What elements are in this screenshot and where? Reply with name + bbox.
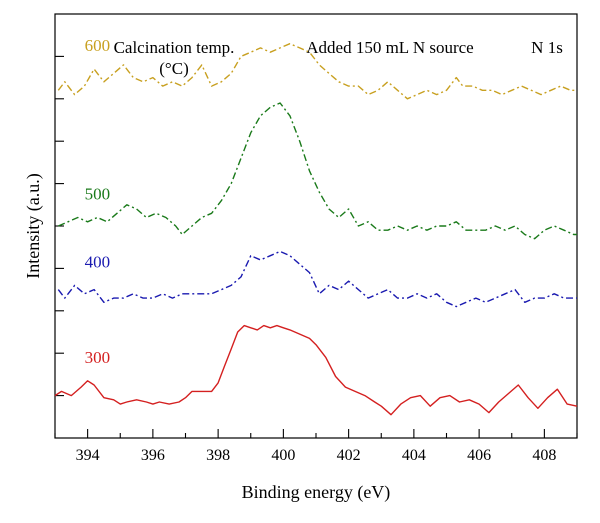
series-label-500: 500: [85, 185, 111, 204]
series-line-400: [57, 250, 577, 308]
annotation-n1s: N 1s: [531, 38, 563, 57]
plot-frame: [54, 13, 578, 439]
x-tick-label: 400: [271, 447, 295, 464]
series-labels: 600 500 400 300: [85, 36, 111, 367]
x-tick-label: 396: [141, 447, 165, 464]
series-layer: [54, 43, 578, 416]
x-tick-label: 404: [402, 447, 426, 464]
y-axis-label: Intensity (a.u.): [23, 173, 44, 278]
x-tick-label: 406: [467, 447, 491, 464]
x-tick-label: 402: [337, 447, 361, 464]
x-axis-label: Binding energy (eV): [242, 482, 391, 503]
series-label-400: 400: [85, 252, 111, 271]
series-line-500: [58, 102, 577, 240]
x-tick-label: 408: [532, 447, 556, 464]
x-tick-label: 398: [206, 447, 230, 464]
annotation-calcination-line1: Calcination temp.: [114, 38, 235, 57]
x-tick-label: 394: [76, 447, 100, 464]
series-label-300: 300: [85, 348, 111, 367]
series-line-300: [54, 324, 578, 416]
x-axis: 394 396 398 400 402 404 406 408: [54, 429, 578, 464]
annotation-n-source: Added 150 mL N source: [306, 38, 473, 57]
annotation-calcination-line2: (°C): [159, 59, 188, 78]
series-label-600: 600: [85, 36, 111, 55]
